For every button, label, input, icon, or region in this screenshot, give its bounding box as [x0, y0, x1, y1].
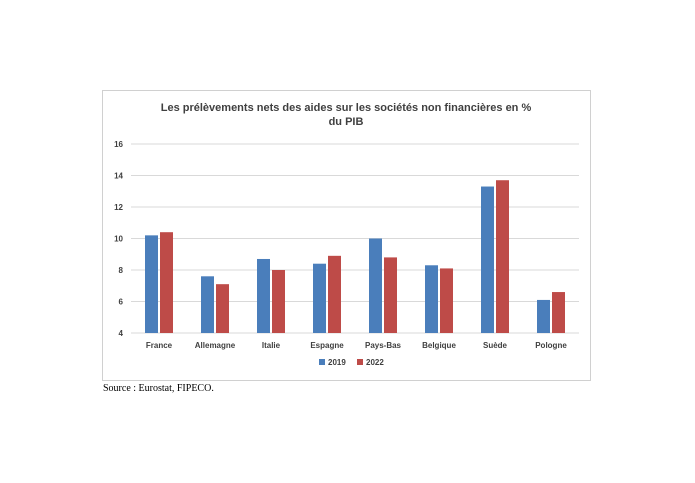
- chart-frame: Les prélèvements nets des aides sur les …: [102, 90, 591, 381]
- bar-2019-france: [145, 235, 158, 333]
- bar-2019-pologne: [537, 299, 550, 333]
- legend-label: 2022: [366, 358, 384, 367]
- legend-swatch-2022: [357, 359, 363, 365]
- x-tick-label: Espagne: [310, 341, 344, 350]
- y-tick-label: 4: [119, 329, 124, 338]
- bar-2022-allemagne: [216, 284, 229, 333]
- y-tick-label: 8: [119, 266, 124, 275]
- bar-2019-suède: [481, 186, 494, 333]
- bar-2022-espagne: [328, 255, 341, 333]
- bar-2022-pays-bas: [384, 257, 397, 333]
- y-tick-label: 16: [114, 140, 123, 149]
- x-tick-label: Italie: [262, 341, 281, 350]
- bar-2019-italie: [257, 258, 270, 333]
- bar-2019-espagne: [313, 263, 326, 333]
- bar-2019-belgique: [425, 265, 438, 333]
- bar-2022-suède: [496, 180, 509, 333]
- bar-2022-pologne: [552, 292, 565, 333]
- bar-2022-france: [160, 232, 173, 333]
- x-tick-label: France: [146, 341, 173, 350]
- bar-2022-italie: [272, 270, 285, 333]
- y-tick-label: 10: [114, 235, 123, 244]
- x-tick-label: Pays-Bas: [365, 341, 402, 350]
- chart-title-line-2: du PIB: [329, 116, 364, 128]
- x-tick-label: Allemagne: [195, 341, 236, 350]
- bar-2019-allemagne: [201, 276, 214, 333]
- x-tick-label: Pologne: [535, 341, 567, 350]
- x-tick-label: Suède: [483, 341, 508, 350]
- bar-2022-belgique: [440, 268, 453, 333]
- y-tick-label: 14: [114, 172, 123, 181]
- y-tick-label: 6: [119, 298, 124, 307]
- source-note: Source : Eurostat, FIPECO.: [103, 383, 214, 394]
- legend-label: 2019: [328, 358, 346, 367]
- x-tick-label: Belgique: [422, 341, 456, 350]
- chart-title-line-1: Les prélèvements nets des aides sur les …: [161, 102, 532, 114]
- legend-swatch-2019: [319, 359, 325, 365]
- bar-chart: Les prélèvements nets des aides sur les …: [114, 102, 579, 367]
- bar-2019-pays-bas: [369, 238, 382, 333]
- y-tick-label: 12: [114, 203, 123, 212]
